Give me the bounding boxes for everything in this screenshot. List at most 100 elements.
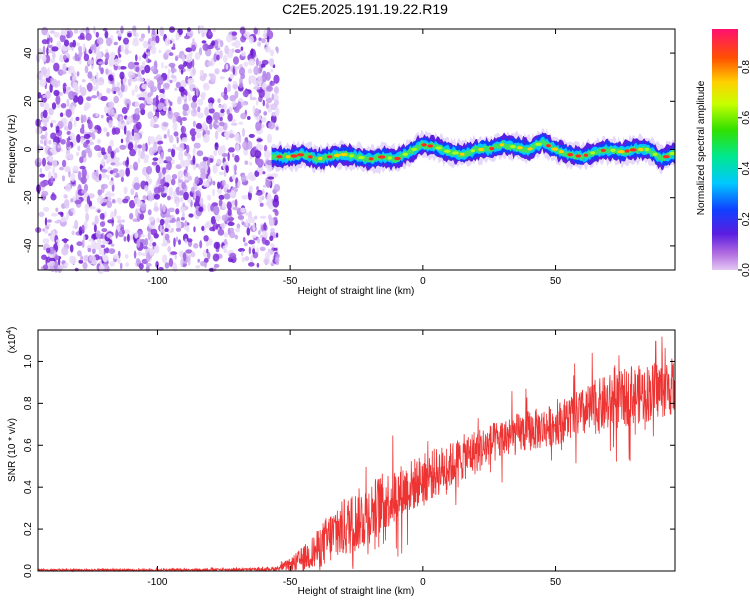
noise-speck <box>83 220 88 230</box>
noise-speck <box>232 207 240 211</box>
signal-peak <box>394 156 401 161</box>
noise-speck <box>273 74 280 84</box>
noise-speck <box>95 83 99 89</box>
noise-speck <box>203 73 208 78</box>
noise-speck <box>240 35 246 43</box>
noise-speck <box>208 30 213 36</box>
noise-speck <box>183 191 189 201</box>
noise-speck <box>210 216 216 225</box>
noise-speck <box>215 214 221 222</box>
noise-speck <box>256 262 260 268</box>
signal-peak <box>470 149 475 153</box>
noise-speck <box>81 168 87 178</box>
noise-speck <box>79 156 84 164</box>
noise-speck <box>243 61 249 67</box>
noise-speck <box>162 203 166 213</box>
noise-speck <box>216 158 222 166</box>
x-tick-label: -50 <box>283 276 298 287</box>
noise-speck <box>212 267 217 272</box>
noise-speck <box>103 127 108 133</box>
signal-peak <box>638 147 644 152</box>
noise-speck <box>190 186 195 193</box>
noise-speck <box>258 89 265 98</box>
noise-speck <box>156 217 161 223</box>
noise-speck <box>223 169 227 177</box>
noise-speck <box>263 111 268 116</box>
noise-speck <box>221 202 226 210</box>
noise-speck <box>241 256 245 263</box>
noise-speck <box>208 73 213 77</box>
noise-speck <box>182 103 189 112</box>
noise-speck <box>63 194 68 199</box>
noise-speck <box>85 212 89 222</box>
noise-speck <box>100 95 108 102</box>
noise-speck <box>84 102 91 110</box>
noise-speck <box>248 161 253 166</box>
signal-peak <box>285 155 291 159</box>
noise-speck <box>82 262 88 270</box>
noise-speck <box>152 105 156 112</box>
noise-speck <box>208 108 215 114</box>
x-tick-label: 0 <box>420 577 426 588</box>
noise-speck <box>129 164 134 170</box>
noise-speck <box>80 86 87 97</box>
noise-speck <box>257 237 261 244</box>
signal-peak <box>276 155 283 159</box>
noise-speck <box>188 213 194 218</box>
y-tick-label: 0 <box>23 146 34 152</box>
signal-peak <box>629 148 637 152</box>
noise-speck <box>132 37 139 42</box>
noise-speck <box>50 122 53 128</box>
noise-speck <box>170 178 176 186</box>
noise-speck <box>118 169 125 178</box>
y-tick-label: 0.2 <box>23 522 34 536</box>
noise-speck <box>43 102 50 112</box>
noise-speck <box>139 103 145 111</box>
noise-speck <box>83 53 90 62</box>
noise-speck <box>211 40 216 46</box>
noise-speck <box>155 164 161 174</box>
noise-speck <box>175 208 180 215</box>
noise-speck <box>254 170 260 178</box>
noise-speck <box>201 91 206 98</box>
noise-speck <box>77 145 81 152</box>
signal-track-layer <box>271 127 675 175</box>
noise-speck <box>270 243 275 248</box>
noise-speck <box>134 107 140 115</box>
noise-speck <box>65 153 72 160</box>
noise-speck <box>50 193 57 201</box>
spectrogram-y-label: Frequency (Hz) <box>7 115 18 184</box>
noise-speck <box>170 251 178 255</box>
noise-speck <box>165 217 172 221</box>
noise-speck <box>122 198 129 204</box>
noise-speck <box>134 142 138 151</box>
noise-speck <box>182 110 187 116</box>
noise-speck <box>98 64 102 71</box>
noise-speck <box>40 139 44 145</box>
noise-speck <box>207 60 213 67</box>
noise-speck <box>255 121 262 131</box>
noise-speck <box>53 31 60 38</box>
noise-speck <box>46 256 51 263</box>
signal-peak <box>435 146 443 150</box>
noise-speck <box>217 181 221 189</box>
noise-speck <box>52 167 55 175</box>
noise-speck <box>41 254 47 260</box>
noise-speck <box>248 246 252 255</box>
noise-speck <box>226 201 232 210</box>
noise-speck <box>260 116 267 123</box>
noise-speck <box>135 121 142 130</box>
noise-speck <box>272 198 280 208</box>
noise-speck <box>253 108 260 117</box>
noise-speck <box>97 209 101 213</box>
noise-speck <box>87 71 93 79</box>
noise-speck <box>167 245 171 253</box>
noise-speck <box>184 220 188 227</box>
noise-speck <box>194 128 201 133</box>
noise-speck <box>79 165 86 170</box>
noise-speck <box>223 193 231 200</box>
noise-speck <box>75 116 80 121</box>
noise-speck <box>254 215 258 220</box>
noise-speck <box>270 68 274 73</box>
